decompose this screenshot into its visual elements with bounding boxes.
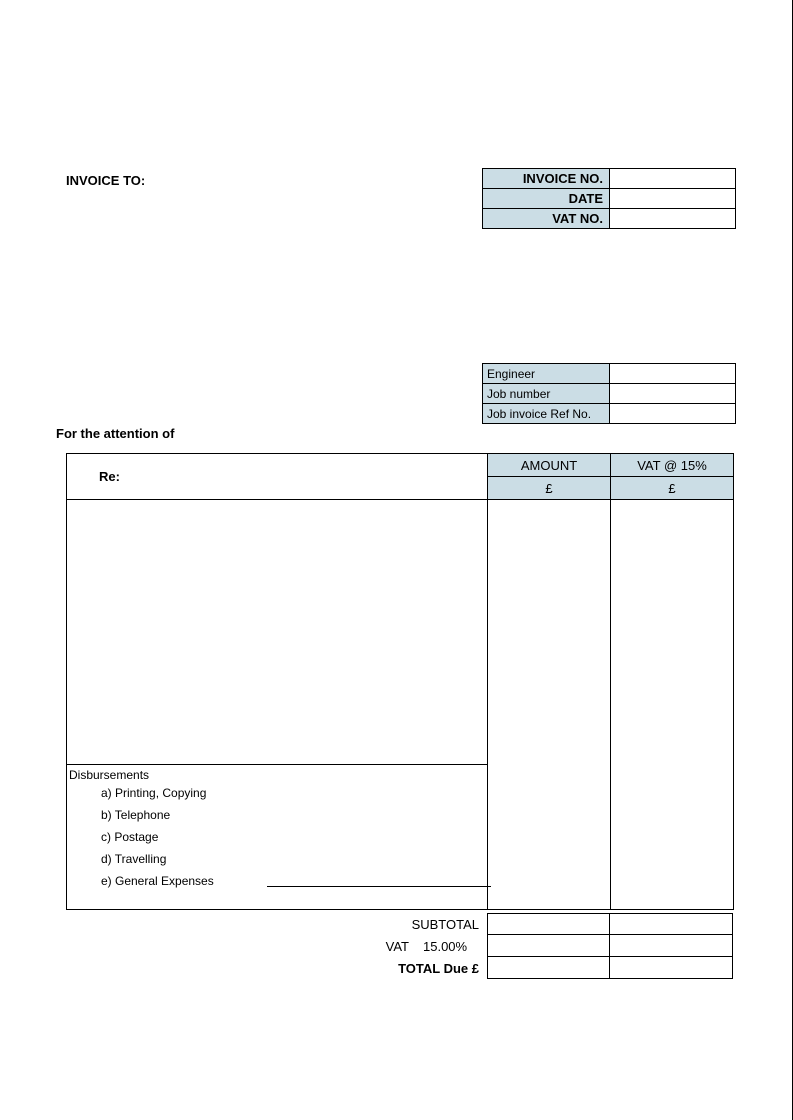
meta-label: DATE	[483, 189, 610, 209]
meta-table: INVOICE NO. DATE VAT NO.	[482, 168, 736, 229]
job-value	[610, 364, 736, 384]
totals-block: SUBTOTAL VAT15.00% TOTAL Due £	[66, 913, 734, 979]
subtotal-label: SUBTOTAL	[66, 917, 487, 932]
amount-column	[488, 500, 611, 910]
meta-value	[610, 189, 736, 209]
vat-amount	[487, 935, 610, 957]
total-label: TOTAL Due £	[66, 961, 487, 976]
meta-row-vat-no: VAT NO.	[483, 209, 736, 229]
job-value	[610, 384, 736, 404]
vat-vat	[610, 935, 733, 957]
job-label: Engineer	[483, 364, 610, 384]
total-amount	[487, 957, 610, 979]
vat-column	[611, 500, 734, 910]
disb-item: c) Postage	[67, 826, 487, 848]
attention-label: For the attention of	[56, 426, 174, 441]
line-items-area	[67, 500, 488, 765]
disb-underline	[267, 886, 491, 887]
disbursements-title: Disbursements	[67, 768, 487, 782]
table-header-row: Re: AMOUNT VAT @ 15%	[67, 454, 734, 477]
vat-row: VAT15.00%	[66, 935, 734, 957]
disbursements-cell: Disbursements a) Printing, Copying b) Te…	[67, 765, 488, 910]
subtotal-row: SUBTOTAL	[66, 913, 734, 935]
job-row-job-number: Job number	[483, 384, 736, 404]
re-header: Re:	[67, 454, 488, 500]
meta-value	[610, 209, 736, 229]
vat-currency: £	[611, 477, 734, 500]
job-row-engineer: Engineer	[483, 364, 736, 384]
vat-rate: 15.00%	[409, 939, 479, 954]
vat-header: VAT @ 15%	[611, 454, 734, 477]
invoice-lines-table: Re: AMOUNT VAT @ 15% £ £ Disbursements a…	[66, 453, 734, 910]
invoice-page: INVOICE TO: INVOICE NO. DATE VAT NO. Eng…	[0, 0, 792, 170]
job-label: Job number	[483, 384, 610, 404]
total-row: TOTAL Due £	[66, 957, 734, 979]
disb-item: a) Printing, Copying	[67, 782, 487, 804]
amount-header: AMOUNT	[488, 454, 611, 477]
subtotal-vat	[610, 913, 733, 935]
meta-label: VAT NO.	[483, 209, 610, 229]
meta-row-invoice-no: INVOICE NO.	[483, 169, 736, 189]
disb-item: e) General Expenses	[67, 870, 487, 892]
table-body-row	[67, 500, 734, 765]
job-row-job-invoice-ref: Job invoice Ref No.	[483, 404, 736, 424]
meta-row-date: DATE	[483, 189, 736, 209]
meta-label: INVOICE NO.	[483, 169, 610, 189]
job-label: Job invoice Ref No.	[483, 404, 610, 424]
disb-item: b) Telephone	[67, 804, 487, 826]
job-value	[610, 404, 736, 424]
disb-item: d) Travelling	[67, 848, 487, 870]
total-vat	[610, 957, 733, 979]
amount-currency: £	[488, 477, 611, 500]
job-table: Engineer Job number Job invoice Ref No.	[482, 363, 736, 424]
vat-label: VAT15.00%	[66, 939, 487, 954]
vat-label-text: VAT	[386, 939, 409, 954]
meta-value	[610, 169, 736, 189]
invoice-to-label: INVOICE TO:	[66, 173, 145, 188]
subtotal-amount	[487, 913, 610, 935]
